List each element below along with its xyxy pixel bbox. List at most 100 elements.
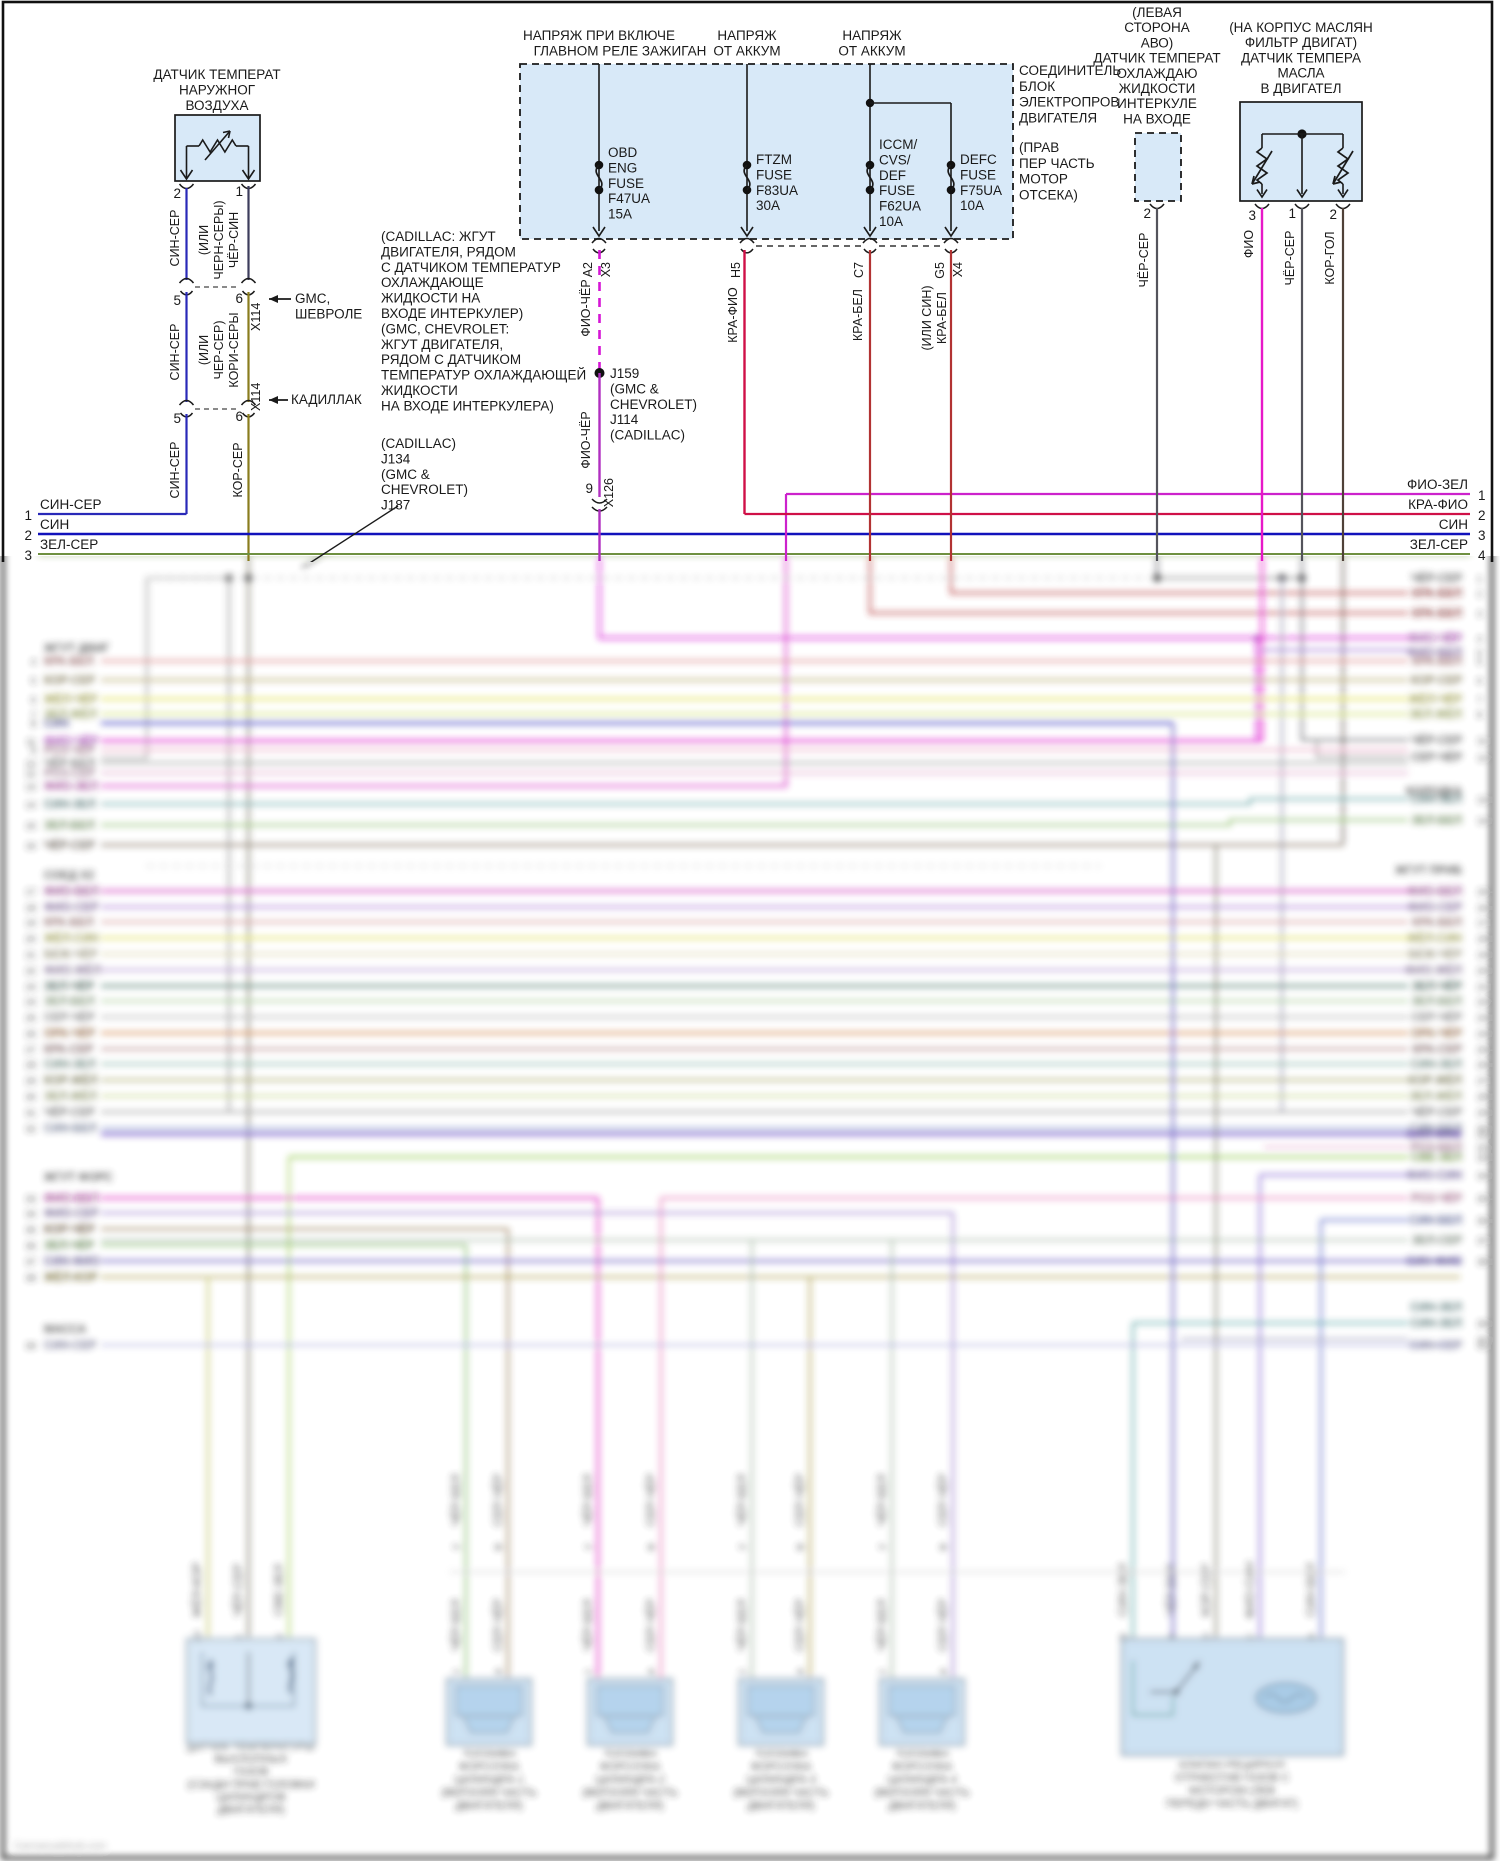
- svg-text:2: 2: [583, 1544, 595, 1550]
- svg-text:ОРА-ЧЁР: ОРА-ЧЁР: [44, 1027, 96, 1040]
- svg-text:ЗЕЛ-СЕР: ЗЕЛ-СЕР: [1412, 1235, 1463, 1247]
- svg-text:ПЕР ЧАСТЬ: ПЕР ЧАСТЬ: [1019, 156, 1095, 171]
- svg-text:ЗЕЛ-ЖЁЛ: ЗЕЛ-ЖЁЛ: [44, 1090, 97, 1103]
- svg-text:10A: 10A: [960, 198, 984, 213]
- svg-text:16: 16: [25, 841, 36, 852]
- svg-text:СИН-СЕР: СИН-СЕР: [1410, 1340, 1463, 1352]
- svg-text:B: B: [646, 1543, 658, 1550]
- svg-text:(ИЛИ СИН): (ИЛИ СИН): [920, 285, 934, 350]
- svg-text:1: 1: [583, 1669, 595, 1675]
- svg-text:ЧЁР-СЕР: ЧЁР-СЕР: [1137, 233, 1151, 288]
- svg-text:FUSE: FUSE: [879, 183, 915, 198]
- svg-text:ЗЕЛ-ЧЁР: ЗЕЛ-ЧЁР: [44, 1239, 95, 1252]
- svg-text:FUSE: FUSE: [756, 167, 792, 182]
- svg-text:ФИО-БЕЛ: ФИО-БЕЛ: [44, 886, 99, 898]
- svg-text:ЧЁР-БЕЛ: ЧЁР-БЕЛ: [875, 1474, 889, 1526]
- svg-text:J134: J134: [381, 451, 411, 466]
- svg-text:2: 2: [1478, 508, 1486, 523]
- svg-text:ФИО: ФИО: [1242, 230, 1256, 258]
- svg-text:ФИО-БЕЛ: ФИО-БЕЛ: [1407, 647, 1462, 659]
- svg-text:СИН-СЕР: СИН-СЕР: [40, 497, 101, 512]
- svg-text:ВОЗДУХА: ВОЗДУХА: [185, 98, 248, 113]
- svg-text:ЖЁЛ-СИН: ЖЁЛ-СИН: [1406, 932, 1462, 945]
- svg-text:7: 7: [1477, 695, 1482, 706]
- svg-text:ЗЕЛ-БЕЛ: ЗЕЛ-БЕЛ: [1411, 815, 1462, 827]
- svg-text:13: 13: [25, 782, 36, 793]
- svg-text:38: 38: [25, 1273, 36, 1284]
- svg-text:РОЗ-ЧЁР: РОЗ-ЧЁР: [1411, 1192, 1462, 1205]
- svg-text:26: 26: [25, 1029, 36, 1040]
- svg-text:ЧЕР-СЕР): ЧЕР-СЕР): [212, 320, 226, 379]
- svg-text:СИН-СЕР: СИН-СЕР: [44, 1340, 97, 1352]
- svg-text:СЕР-ЧЁР: СЕР-ЧЁР: [793, 1474, 807, 1527]
- svg-text:34: 34: [25, 1209, 36, 1220]
- svg-text:2: 2: [451, 1544, 463, 1550]
- svg-text:ЧЁР-БЕЛ: ЧЁР-БЕЛ: [449, 1599, 463, 1651]
- svg-text:(ВЕРХНЯЯ ЧАСТЬ: (ВЕРХНЯЯ ЧАСТЬ: [441, 1787, 536, 1799]
- svg-text:НАПРЯЖ: НАПРЯЖ: [842, 28, 902, 43]
- svg-text:(ВЕРХНЯЯ ЧАСТЬ: (ВЕРХНЯЯ ЧАСТЬ: [582, 1787, 677, 1799]
- svg-text:ЖЁЛ-ЧЁР: ЖЁЛ-ЧЁР: [1408, 693, 1463, 706]
- svg-text:34: 34: [1477, 1171, 1488, 1182]
- svg-text:X4: X4: [951, 262, 965, 277]
- svg-text:СЕР-ЧЁР: СЕР-ЧЁР: [491, 1599, 505, 1652]
- svg-text:12: 12: [1477, 753, 1488, 764]
- svg-text:17: 17: [1477, 918, 1488, 929]
- svg-text:ЗЕЛ-ЖЁЛ: ЗЕЛ-ЖЁЛ: [1409, 708, 1462, 721]
- svg-text:3: 3: [1477, 609, 1482, 620]
- svg-text:СВЕ-ЗЕЛ: СВЕ-ЗЕЛ: [272, 1564, 286, 1616]
- svg-text:ЖГУТ ПРИБ: ЖГУТ ПРИБ: [1394, 865, 1462, 877]
- svg-text:CHEVROLET): CHEVROLET): [381, 482, 468, 497]
- svg-text:(ИЛИ: (ИЛИ: [197, 335, 211, 365]
- svg-text:ЧЁР-БЕЛ: ЧЁР-БЕЛ: [1164, 1564, 1178, 1616]
- svg-text:X114: X114: [249, 303, 263, 331]
- svg-text:ФИО-ЧЁР: ФИО-ЧЁР: [44, 735, 99, 748]
- svg-text:ИНТЕРКУЛЕ: ИНТЕРКУЛЕ: [1117, 96, 1197, 111]
- svg-text:(ИЛИ: (ИЛИ: [197, 225, 211, 255]
- svg-text:ФИО-ЧЁР: ФИО-ЧЁР: [1408, 632, 1463, 645]
- svg-text:23: 23: [25, 982, 36, 993]
- svg-text:18: 18: [25, 903, 36, 914]
- svg-text:КОР-ГОЛ: КОР-ГОЛ: [1323, 231, 1337, 284]
- svg-text:ЧЁР-СЕР: ЧЁР-СЕР: [44, 839, 95, 852]
- svg-text:КОР-ЖЁЛ: КОР-ЖЁЛ: [44, 1074, 98, 1087]
- svg-text:15A: 15A: [608, 207, 632, 222]
- svg-text:СИН-БЕЛ: СИН-БЕЛ: [44, 1123, 97, 1135]
- svg-text:ЧЁР-БЕЛ: ЧЁР-БЕЛ: [44, 757, 95, 770]
- svg-text:17: 17: [25, 887, 36, 898]
- svg-text:28: 28: [25, 1060, 36, 1071]
- svg-text:FTZM: FTZM: [756, 152, 792, 167]
- svg-text:ОТСЕКА): ОТСЕКА): [1019, 187, 1078, 202]
- svg-text:ДВИГАТЕЛЯ: ДВИГАТЕЛЯ: [1019, 110, 1097, 125]
- svg-text:РЯДОМ С ДАТЧИКОМ: РЯДОМ С ДАТЧИКОМ: [381, 352, 521, 367]
- svg-text:ЦИЛИНДРА 3: ЦИЛИНДРА 3: [746, 1774, 816, 1786]
- svg-text:СЕР-ЧЁР: СЕР-ЧЁР: [644, 1599, 658, 1652]
- svg-text:J187: J187: [381, 498, 410, 513]
- svg-text:ФИО-СЕР: ФИО-СЕР: [44, 902, 99, 914]
- svg-text:9: 9: [31, 746, 36, 757]
- svg-text:(ПРАВ: (ПРАВ: [1019, 140, 1059, 155]
- svg-text:13: 13: [1477, 795, 1488, 806]
- svg-text:36: 36: [1477, 1216, 1488, 1227]
- svg-text:ОТРАБОТАВ ГАЗОВ С: ОТРАБОТАВ ГАЗОВ С: [1175, 1772, 1290, 1784]
- svg-text:A: A: [646, 1668, 658, 1675]
- svg-text:6: 6: [235, 291, 243, 306]
- svg-text:КРА-БЕЛ: КРА-БЕЛ: [44, 917, 94, 929]
- svg-text:(ВЕРХНЯЯ ЧАСТЬ: (ВЕРХНЯЯ ЧАСТЬ: [874, 1787, 969, 1799]
- svg-text:ЖЁЛ-СИН: ЖЁЛ-СИН: [43, 932, 99, 945]
- svg-text:25: 25: [1477, 1045, 1488, 1056]
- svg-text:ФОРСУНКА: ФОРСУНКА: [892, 1761, 953, 1773]
- svg-text:ЭЛЕКТРОПРОВ: ЭЛЕКТРОПРОВ: [1019, 95, 1119, 110]
- svg-text:ЧЁР-СИН: ЧЁР-СИН: [227, 212, 241, 268]
- svg-text:H5: H5: [729, 262, 743, 278]
- svg-text:ЗЕЛ-БЕЛ: ЗЕЛ-БЕЛ: [1411, 996, 1462, 1008]
- svg-text:7: 7: [31, 710, 36, 721]
- svg-text:ЗЕЛ-ЖЁЛ: ЗЕЛ-ЖЁЛ: [1409, 1090, 1462, 1103]
- svg-text:3: 3: [1478, 528, 1486, 543]
- svg-text:ДАТЧИК ТЕМПЕРАТ: ДАТЧИК ТЕМПЕРАТ: [1093, 51, 1220, 66]
- svg-text:ВЫХЛОПНЫХ: ВЫХЛОПНЫХ: [214, 1754, 288, 1766]
- svg-text:A: A: [938, 1668, 950, 1675]
- svg-text:ЦИЛИНДРОВ: ЦИЛИНДРОВ: [216, 1791, 286, 1803]
- svg-text:СЕР-ЧЁР: СЕР-ЧЁР: [644, 1474, 658, 1527]
- svg-text:4: 4: [274, 1634, 286, 1640]
